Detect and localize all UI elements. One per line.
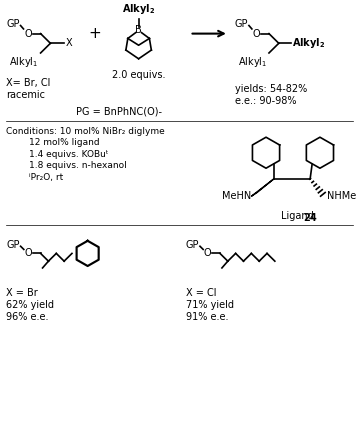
Text: X = Cl: X = Cl <box>186 288 216 298</box>
Text: O: O <box>24 248 32 258</box>
Text: PG = BnPhNC(O)-: PG = BnPhNC(O)- <box>76 106 162 116</box>
Text: GP: GP <box>186 240 199 250</box>
Text: Conditions: 10 mol% NiBr₂ diglyme: Conditions: 10 mol% NiBr₂ diglyme <box>6 127 165 136</box>
Text: NHMe: NHMe <box>327 191 356 201</box>
Text: $\mathbf{Alkyl_2}$: $\mathbf{Alkyl_2}$ <box>122 2 155 16</box>
Text: +: + <box>88 26 101 41</box>
Text: GP: GP <box>6 240 20 250</box>
Text: X= Br, Cl: X= Br, Cl <box>6 78 51 88</box>
Text: O: O <box>24 29 32 38</box>
Text: Alkyl$_1$: Alkyl$_1$ <box>9 55 39 69</box>
Text: GP: GP <box>6 19 20 29</box>
Text: 96% e.e.: 96% e.e. <box>6 311 49 321</box>
Text: X: X <box>66 38 73 48</box>
Text: 1.4 equivs. KOBuᵗ: 1.4 equivs. KOBuᵗ <box>29 150 108 159</box>
Text: MeHN: MeHN <box>222 191 251 201</box>
Text: racemic: racemic <box>6 90 45 100</box>
Text: yields: 54-82%: yields: 54-82% <box>235 84 307 94</box>
Text: e.e.: 90-98%: e.e.: 90-98% <box>235 95 296 105</box>
Text: Ligand: Ligand <box>281 211 317 221</box>
Polygon shape <box>251 179 274 196</box>
Text: Alkyl$_1$: Alkyl$_1$ <box>238 55 267 69</box>
Text: B: B <box>135 25 142 35</box>
Text: 2.0 equivs.: 2.0 equivs. <box>112 70 165 80</box>
Text: ⁱPr₂O, rt: ⁱPr₂O, rt <box>29 173 63 182</box>
Text: 12 mol% ligand: 12 mol% ligand <box>29 138 99 147</box>
Text: 1.8 equivs. n-hexanol: 1.8 equivs. n-hexanol <box>29 162 127 171</box>
Text: 91% e.e.: 91% e.e. <box>186 311 228 321</box>
Text: O: O <box>252 29 260 38</box>
Text: $\mathbf{24}$: $\mathbf{24}$ <box>303 211 318 223</box>
Text: X = Br: X = Br <box>6 288 38 298</box>
Text: 62% yield: 62% yield <box>6 300 54 310</box>
Text: $\mathbf{Alkyl_2}$: $\mathbf{Alkyl_2}$ <box>292 36 325 50</box>
Text: 71% yield: 71% yield <box>186 300 234 310</box>
Text: GP: GP <box>235 19 248 29</box>
Text: O: O <box>203 248 211 258</box>
